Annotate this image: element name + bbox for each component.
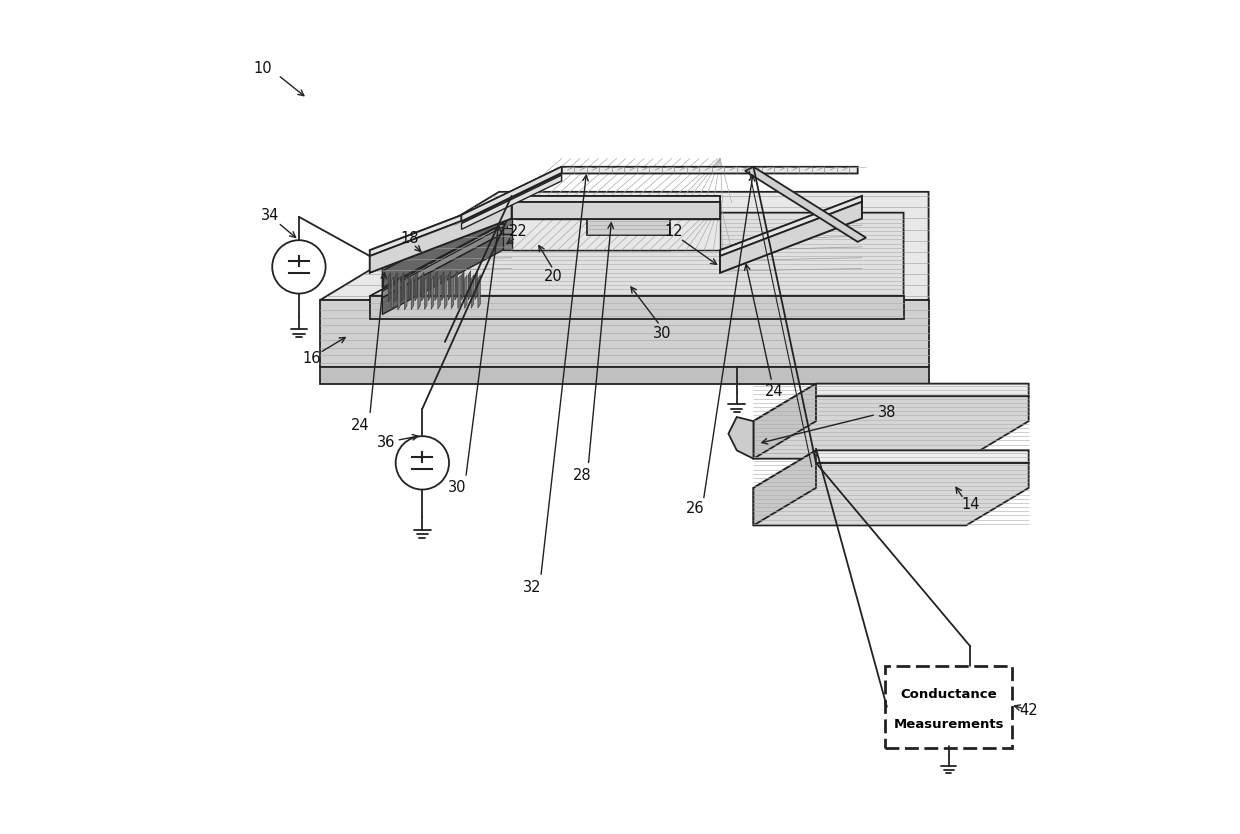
Text: 14: 14	[961, 497, 980, 512]
Polygon shape	[388, 273, 391, 302]
Polygon shape	[320, 192, 929, 300]
Polygon shape	[370, 213, 904, 296]
Polygon shape	[370, 202, 512, 273]
Polygon shape	[422, 272, 424, 301]
Polygon shape	[461, 271, 464, 300]
Text: 26: 26	[686, 501, 704, 516]
Polygon shape	[754, 463, 1029, 525]
Polygon shape	[754, 384, 1029, 434]
Text: 28: 28	[573, 468, 591, 483]
Polygon shape	[503, 203, 670, 208]
Polygon shape	[382, 224, 507, 298]
Text: Measurements: Measurements	[893, 718, 1004, 731]
Polygon shape	[451, 275, 454, 309]
Polygon shape	[415, 272, 418, 301]
Polygon shape	[512, 202, 720, 219]
Polygon shape	[477, 274, 480, 308]
FancyBboxPatch shape	[885, 666, 1012, 748]
Circle shape	[396, 436, 449, 490]
Polygon shape	[503, 234, 670, 250]
Polygon shape	[461, 175, 562, 229]
Polygon shape	[720, 196, 862, 256]
Polygon shape	[448, 271, 450, 300]
Polygon shape	[587, 213, 670, 219]
Polygon shape	[391, 277, 393, 310]
Text: 38: 38	[878, 405, 897, 420]
Polygon shape	[412, 276, 414, 309]
Text: 30: 30	[652, 326, 671, 341]
Polygon shape	[382, 198, 507, 271]
Polygon shape	[438, 276, 440, 309]
Polygon shape	[754, 450, 1029, 500]
Polygon shape	[720, 196, 862, 256]
Text: 30: 30	[448, 480, 466, 495]
Polygon shape	[475, 270, 477, 299]
Text: 24: 24	[351, 418, 370, 433]
Polygon shape	[512, 203, 720, 250]
Text: 24: 24	[765, 384, 784, 399]
Polygon shape	[424, 276, 427, 309]
Polygon shape	[320, 367, 929, 384]
Text: 20: 20	[544, 269, 563, 284]
Polygon shape	[503, 228, 670, 234]
Text: 32: 32	[523, 580, 542, 595]
Text: Conductance: Conductance	[900, 688, 997, 701]
Polygon shape	[670, 200, 720, 219]
Polygon shape	[745, 167, 866, 242]
Polygon shape	[471, 275, 474, 309]
Polygon shape	[754, 450, 816, 525]
Polygon shape	[404, 277, 407, 310]
Polygon shape	[435, 272, 438, 301]
Text: 18: 18	[401, 231, 419, 246]
Polygon shape	[458, 275, 460, 309]
Polygon shape	[428, 272, 430, 301]
Polygon shape	[720, 202, 862, 273]
Text: 42: 42	[1019, 703, 1038, 718]
Polygon shape	[370, 196, 512, 256]
Polygon shape	[503, 208, 670, 225]
Polygon shape	[461, 167, 562, 222]
Polygon shape	[728, 417, 754, 459]
Polygon shape	[469, 271, 471, 300]
Polygon shape	[432, 276, 434, 309]
Polygon shape	[382, 204, 507, 288]
Polygon shape	[587, 219, 670, 235]
Polygon shape	[461, 167, 562, 221]
Polygon shape	[320, 300, 929, 367]
Polygon shape	[370, 296, 904, 319]
Polygon shape	[370, 196, 512, 256]
Polygon shape	[512, 196, 720, 202]
Polygon shape	[382, 231, 507, 314]
Text: 36: 36	[377, 435, 396, 450]
Polygon shape	[398, 277, 401, 310]
Polygon shape	[418, 276, 420, 309]
Polygon shape	[754, 396, 1029, 459]
Text: 12: 12	[665, 224, 683, 239]
Text: 34: 34	[260, 208, 279, 223]
Polygon shape	[441, 271, 444, 300]
Text: 10: 10	[254, 61, 273, 76]
Polygon shape	[394, 273, 397, 302]
Polygon shape	[512, 196, 720, 202]
Polygon shape	[408, 272, 410, 301]
Polygon shape	[516, 200, 587, 219]
Polygon shape	[465, 275, 467, 309]
Polygon shape	[461, 167, 858, 222]
Text: 22: 22	[508, 224, 528, 239]
Polygon shape	[720, 202, 862, 273]
Polygon shape	[402, 273, 404, 302]
Polygon shape	[370, 202, 512, 273]
Circle shape	[273, 240, 326, 294]
Polygon shape	[444, 275, 448, 309]
Text: 16: 16	[303, 351, 321, 366]
Polygon shape	[754, 384, 816, 459]
Polygon shape	[455, 271, 458, 300]
